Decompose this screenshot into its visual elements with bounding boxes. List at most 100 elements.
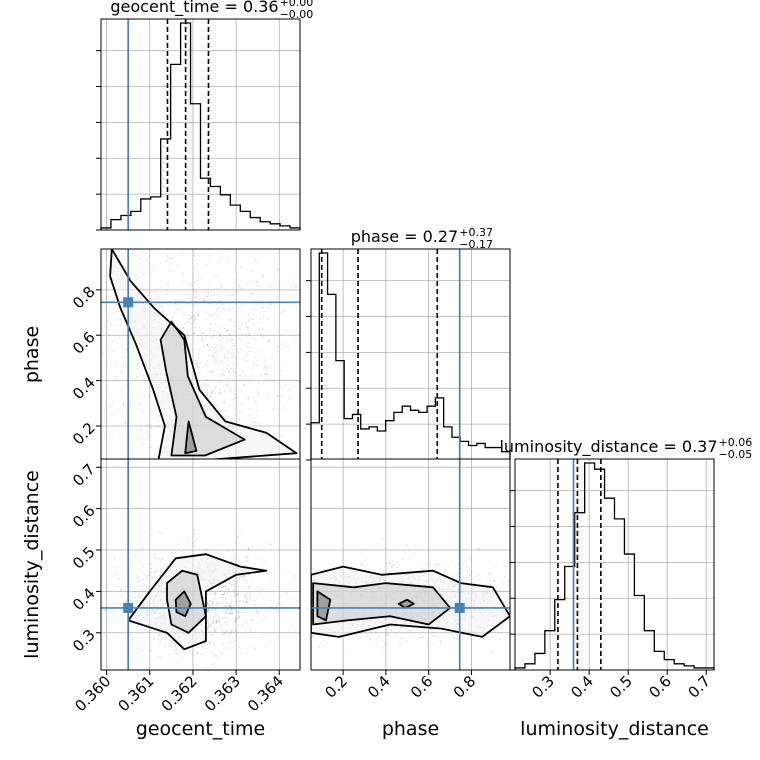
sample-point	[400, 626, 402, 629]
sample-point	[218, 544, 220, 546]
sample-point	[211, 602, 214, 605]
sample-point	[153, 571, 156, 573]
sample-point	[227, 334, 230, 336]
sample-point	[229, 582, 232, 585]
sample-point	[232, 371, 234, 373]
sample-point	[182, 327, 185, 330]
sample-point	[130, 561, 133, 564]
sample-point	[407, 549, 410, 552]
sample-point	[361, 548, 364, 551]
sample-point	[152, 629, 155, 632]
sample-point	[256, 281, 259, 284]
sample-point	[185, 652, 187, 655]
sample-point	[174, 652, 177, 655]
sample-point	[207, 621, 210, 624]
sample-point	[249, 597, 252, 600]
contour-line	[311, 565, 510, 638]
sample-point	[227, 589, 230, 591]
sample-point	[244, 601, 247, 603]
sample-point	[224, 408, 227, 411]
sample-point	[160, 557, 163, 560]
sample-point	[200, 338, 203, 341]
sample-point	[229, 390, 232, 393]
sample-point	[136, 626, 139, 628]
sample-point	[488, 584, 491, 587]
sample-point	[253, 600, 255, 602]
sample-point	[239, 600, 241, 602]
sample-point	[230, 338, 233, 341]
sample-point	[234, 594, 236, 597]
sample-point	[158, 531, 160, 533]
sample-point	[119, 603, 122, 606]
sample-point	[280, 603, 282, 605]
sample-point	[262, 560, 265, 563]
sample-point	[264, 366, 267, 369]
sample-point	[232, 354, 235, 356]
sample-point	[189, 297, 192, 300]
sample-point	[228, 640, 231, 643]
sample-point	[226, 612, 229, 615]
sample-point	[212, 642, 215, 645]
sample-point	[201, 337, 204, 340]
sample-point	[220, 345, 223, 348]
sample-point	[228, 404, 230, 407]
sample-point	[197, 365, 200, 367]
sample-point	[213, 293, 216, 296]
sample-point	[208, 623, 211, 626]
sample-point	[243, 383, 245, 386]
sample-point	[215, 621, 218, 624]
sample-point	[133, 587, 136, 590]
sample-point	[189, 315, 192, 317]
sample-point	[223, 632, 226, 634]
sample-point	[507, 580, 509, 583]
sample-point	[215, 274, 217, 276]
sample-point	[135, 376, 138, 378]
sample-point	[231, 398, 234, 401]
sample-point	[229, 557, 232, 560]
sample-point	[160, 570, 162, 573]
sample-point	[202, 340, 205, 343]
sample-point	[390, 629, 392, 632]
sample-point	[216, 309, 218, 312]
sample-point	[226, 592, 228, 594]
sample-point	[212, 602, 214, 605]
sample-point	[245, 336, 248, 339]
sample-point	[166, 289, 169, 292]
sample-point	[237, 593, 239, 596]
sample-point	[219, 333, 222, 336]
sample-point	[173, 649, 176, 652]
sample-point	[252, 421, 255, 423]
sample-point	[201, 645, 203, 648]
sample-point	[234, 594, 237, 597]
sample-point	[234, 577, 237, 579]
sample-point	[248, 549, 250, 551]
sample-point	[215, 614, 218, 616]
sample-point	[234, 617, 237, 620]
sample-point	[205, 378, 208, 381]
sample-point	[203, 298, 205, 301]
sample-point	[88, 311, 90, 313]
sample-point	[140, 555, 143, 558]
sample-point	[145, 424, 148, 426]
sample-point	[214, 592, 216, 595]
sample-point	[235, 356, 238, 358]
sample-point	[141, 584, 144, 587]
sample-point	[228, 294, 231, 297]
sample-point	[124, 666, 127, 669]
sample-point	[214, 351, 216, 354]
sample-point	[282, 364, 284, 367]
sample-point	[134, 555, 137, 557]
sample-point	[124, 422, 126, 425]
sample-point	[234, 619, 237, 622]
sample-point	[148, 425, 151, 428]
sample-point	[166, 254, 169, 257]
sample-point	[452, 637, 455, 640]
sample-point	[211, 390, 214, 393]
sample-point	[231, 599, 233, 602]
sample-point	[248, 407, 251, 410]
x-tick-label: 0.6	[645, 672, 675, 702]
sample-point	[231, 342, 234, 345]
sample-point	[245, 580, 248, 583]
sample-point	[207, 630, 210, 633]
sample-point	[218, 621, 221, 623]
